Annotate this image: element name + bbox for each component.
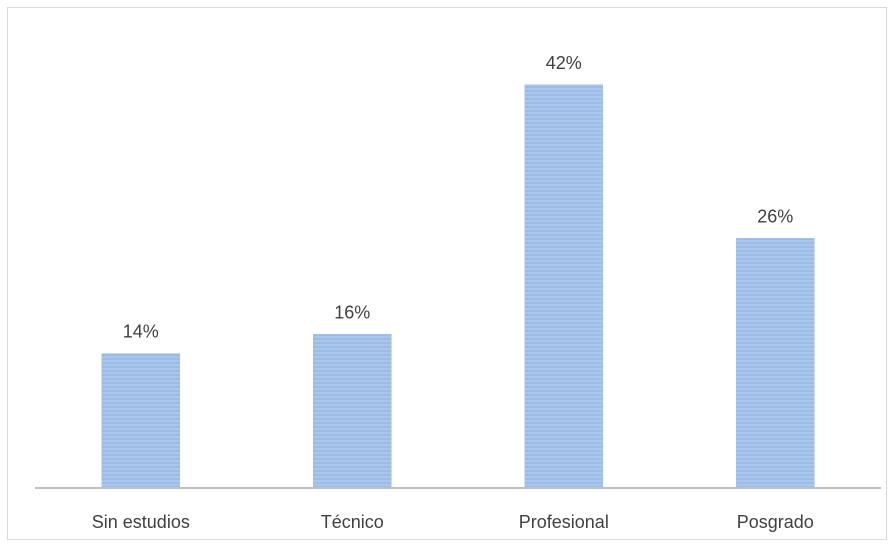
category-label-3: Profesional: [519, 512, 609, 532]
data-label-3: 42%: [546, 53, 582, 73]
bar-chart: 14% 16% 42% 26% Sin estudios Técnico Profesio…: [35, 53, 881, 532]
data-label-2: 16%: [334, 302, 370, 322]
data-label-4: 26%: [757, 206, 793, 226]
bar-2: [313, 334, 392, 489]
bar-3: [524, 84, 604, 489]
bars-group: [101, 84, 815, 489]
category-label-2: Técnico: [321, 512, 384, 532]
category-label-4: Posgrado: [737, 512, 814, 532]
bar-4: [736, 238, 815, 489]
chart-frame: 14% 16% 42% 26% Sin estudios Técnico Profesio…: [7, 7, 887, 540]
category-label-1: Sin estudios: [92, 512, 190, 532]
data-labels-group: 14% 16% 42% 26%: [123, 53, 794, 342]
bar-1: [101, 353, 181, 489]
category-labels-group: Sin estudios Técnico Profesional Posgrado: [92, 512, 814, 532]
data-label-1: 14%: [123, 322, 159, 342]
